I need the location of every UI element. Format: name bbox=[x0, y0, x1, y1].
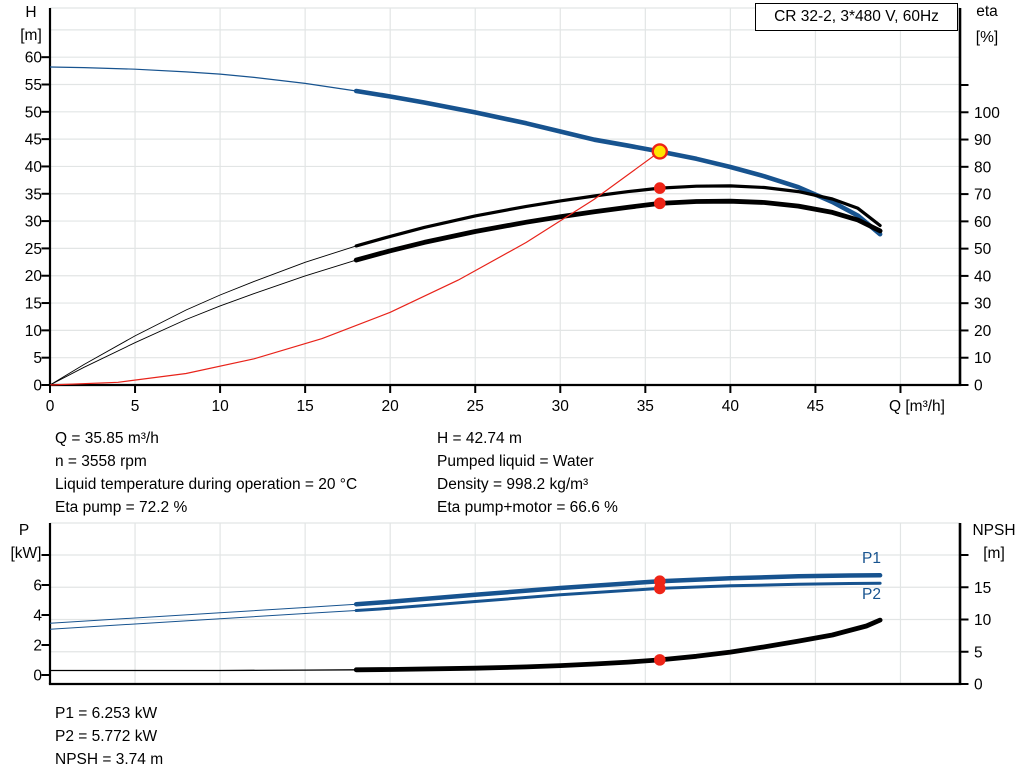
h-tick-label: 6 bbox=[33, 578, 42, 595]
right-tick-label: 30 bbox=[974, 296, 992, 313]
p2-curve-label: P2 bbox=[862, 586, 881, 603]
h-tick-label: 2 bbox=[33, 638, 42, 655]
performance-curves-operating-points bbox=[651, 143, 668, 210]
npsh-axis-label: NPSH bbox=[972, 522, 1016, 539]
series-head bbox=[353, 88, 883, 237]
duty-info-bottom: P1 = 6.253 kW P2 = 5.772 kW NPSH = 3.74 … bbox=[55, 702, 163, 771]
h-tick-label: 30 bbox=[25, 214, 43, 231]
performance-curves-axes bbox=[48, 8, 962, 387]
q-tick-label: 35 bbox=[637, 398, 654, 415]
p-axis-label: P bbox=[18, 522, 30, 539]
q-tick-label: 30 bbox=[552, 398, 570, 415]
q-tick-label: 0 bbox=[46, 398, 55, 415]
duty-info-left: Q = 35.85 m³/h n = 3558 rpm Liquid tempe… bbox=[55, 427, 357, 519]
q-axis-label: Q [m³/h] bbox=[889, 398, 945, 415]
series-eta-pump-thin bbox=[49, 245, 357, 386]
info-line-density: Density = 998.2 kg/m³ bbox=[437, 476, 589, 493]
operating-point-dot bbox=[653, 182, 666, 194]
right-tick-label: 0 bbox=[974, 378, 983, 395]
p1-curve-label: P1 bbox=[862, 550, 881, 567]
h-tick-label: 45 bbox=[25, 132, 42, 149]
q-tick-label: 40 bbox=[722, 398, 740, 415]
right-tick-label: 80 bbox=[974, 159, 992, 176]
right-tick-label: 50 bbox=[974, 241, 992, 258]
power-npsh-curves-grid bbox=[50, 522, 960, 684]
info-line-n: n = 3558 rpm bbox=[55, 453, 147, 470]
q-tick-label: 15 bbox=[297, 398, 314, 415]
info-line-p1: P1 = 6.253 kW bbox=[55, 705, 158, 722]
eta-axis-label: eta bbox=[976, 3, 998, 20]
series-P1-thin bbox=[49, 603, 357, 624]
npsh-axis-unit: [m] bbox=[983, 545, 1005, 562]
q-tick-label: 5 bbox=[131, 398, 140, 415]
h-tick-label: 50 bbox=[25, 104, 43, 121]
h-tick-label: 5 bbox=[33, 350, 42, 367]
series-eta-pump bbox=[354, 184, 882, 248]
operating-point-dot bbox=[653, 582, 666, 595]
h-axis-unit: [m] bbox=[20, 27, 42, 44]
info-line-h: H = 42.74 m bbox=[437, 430, 522, 447]
info-line-eta-tot: Eta pump+motor = 66.6 % bbox=[437, 499, 618, 516]
right-tick-label: 5 bbox=[974, 644, 983, 661]
h-tick-label: 0 bbox=[33, 378, 42, 395]
eta-axis-unit: [%] bbox=[975, 29, 999, 46]
right-tick-label: 10 bbox=[974, 350, 992, 367]
right-tick-label: 15 bbox=[974, 580, 991, 597]
q-tick-label: 45 bbox=[807, 398, 824, 415]
h-tick-label: 15 bbox=[25, 296, 42, 313]
series-P2-thin bbox=[49, 610, 357, 630]
info-line-p2: P2 = 5.772 kW bbox=[55, 728, 158, 745]
q-tick-label: 20 bbox=[382, 398, 400, 415]
operating-point-dot bbox=[653, 197, 666, 210]
p-axis-unit: [kW] bbox=[10, 545, 42, 562]
series-NPSH bbox=[353, 617, 883, 673]
h-tick-label: 60 bbox=[25, 50, 43, 67]
h-tick-label: 20 bbox=[25, 268, 43, 285]
power-npsh-curves-series bbox=[49, 573, 883, 673]
right-tick-label: 70 bbox=[974, 187, 992, 204]
series-NPSH-thin bbox=[50, 669, 357, 672]
info-line-npsh: NPSH = 3.74 m bbox=[55, 751, 164, 768]
h-axis-label: H bbox=[25, 4, 37, 21]
series-eta-pump+motor-thin bbox=[49, 259, 357, 386]
series-head-thin bbox=[49, 66, 357, 92]
right-tick-label: 0 bbox=[974, 677, 983, 694]
series-eta-pump+motor bbox=[353, 198, 883, 263]
right-tick-label: 90 bbox=[974, 132, 992, 149]
info-line-temp: Liquid temperature during operation = 20… bbox=[55, 476, 358, 493]
info-line-eta: Eta pump = 72.2 % bbox=[55, 499, 188, 516]
q-tick-label: 25 bbox=[467, 398, 484, 415]
duty-point-marker[interactable] bbox=[651, 143, 668, 160]
h-tick-label: 10 bbox=[25, 323, 43, 340]
pump-type-box: CR 32-2, 3*480 V, 60Hz bbox=[755, 3, 958, 31]
right-tick-label: 60 bbox=[974, 214, 992, 231]
power-npsh-curves-operating-points bbox=[653, 575, 666, 666]
operating-point-dot bbox=[653, 654, 666, 666]
series-system-curve bbox=[49, 151, 661, 386]
right-tick-label: 10 bbox=[974, 612, 992, 629]
h-tick-label: 55 bbox=[25, 77, 42, 94]
info-line-liquid: Pumped liquid = Water bbox=[437, 453, 594, 470]
info-line-q: Q = 35.85 m³/h bbox=[55, 430, 159, 447]
h-tick-label: 0 bbox=[33, 668, 42, 685]
performance-curves-ticks: 0510152025303540455055600102030405060708… bbox=[25, 50, 1000, 415]
right-tick-label: 100 bbox=[974, 105, 1000, 122]
right-tick-label: 40 bbox=[974, 268, 992, 285]
right-tick-label: 20 bbox=[974, 323, 992, 340]
h-tick-label: 25 bbox=[25, 241, 42, 258]
h-tick-label: 4 bbox=[33, 608, 42, 625]
duty-info-right: H = 42.74 m Pumped liquid = Water Densit… bbox=[437, 427, 618, 519]
performance-curves-series bbox=[49, 66, 883, 386]
power-npsh-curves-axes bbox=[48, 523, 962, 686]
q-tick-label: 10 bbox=[211, 398, 229, 415]
h-tick-label: 35 bbox=[25, 186, 42, 203]
power-npsh-curves-ticks: 0 2 4 6 0 5 10 15 bbox=[33, 554, 992, 694]
h-tick-label: 40 bbox=[25, 159, 43, 176]
